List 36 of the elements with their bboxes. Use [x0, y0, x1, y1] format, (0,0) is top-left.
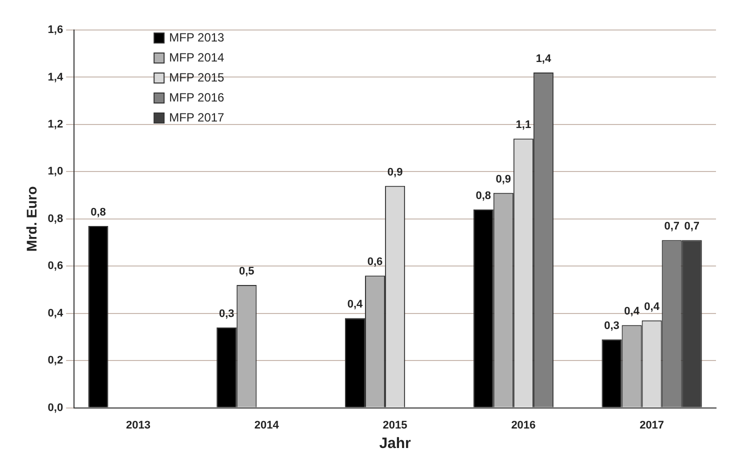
y-tick-label: 1,6: [48, 24, 64, 36]
y-tick-label: 0,4: [48, 307, 64, 320]
legend-label: MFP 2016: [169, 90, 225, 104]
legend-label: MFP 2015: [169, 70, 225, 84]
data-label: 0,8: [476, 190, 492, 202]
legend-label: MFP 2014: [169, 50, 225, 64]
x-tick-label: 2016: [511, 419, 536, 432]
y-tick-label: 1,4: [48, 71, 64, 84]
y-tick-label: 0,6: [48, 260, 64, 272]
data-label: 0,4: [624, 306, 640, 318]
y-tick-label: 0,8: [48, 212, 64, 225]
x-tick-label: 2015: [382, 419, 408, 432]
data-label: 0,5: [238, 266, 254, 278]
y-tick-label: 0,0: [48, 402, 64, 414]
data-label: 1,4: [536, 53, 552, 66]
legend-label: MFP 2013: [169, 30, 225, 44]
data-label: 0,3: [604, 320, 620, 332]
data-label: 0,4: [347, 298, 364, 311]
data-label: 0,3: [218, 308, 234, 320]
y-tick-label: 1,2: [48, 118, 64, 130]
data-label: 0,6: [367, 256, 383, 268]
y-tick-label: 1,0: [48, 166, 64, 178]
y-tick-label: 0,2: [48, 354, 64, 367]
data-label: 0,7: [684, 220, 700, 233]
x-axis-title: Jahr: [379, 435, 412, 452]
x-tick-label: 2013: [126, 419, 151, 432]
x-tick-label: 2017: [640, 419, 664, 432]
data-label: 1,1: [516, 119, 532, 132]
legend-label: MFP 2017: [169, 110, 225, 124]
data-label: 0,7: [664, 220, 680, 233]
y-axis-title: Mrd. Euro: [23, 186, 40, 252]
x-tick-label: 2014: [254, 419, 280, 432]
data-label: 0,4: [644, 300, 660, 313]
data-label: 0,9: [496, 173, 512, 186]
data-label: 0,9: [387, 166, 403, 178]
data-label: 0,8: [90, 206, 106, 219]
